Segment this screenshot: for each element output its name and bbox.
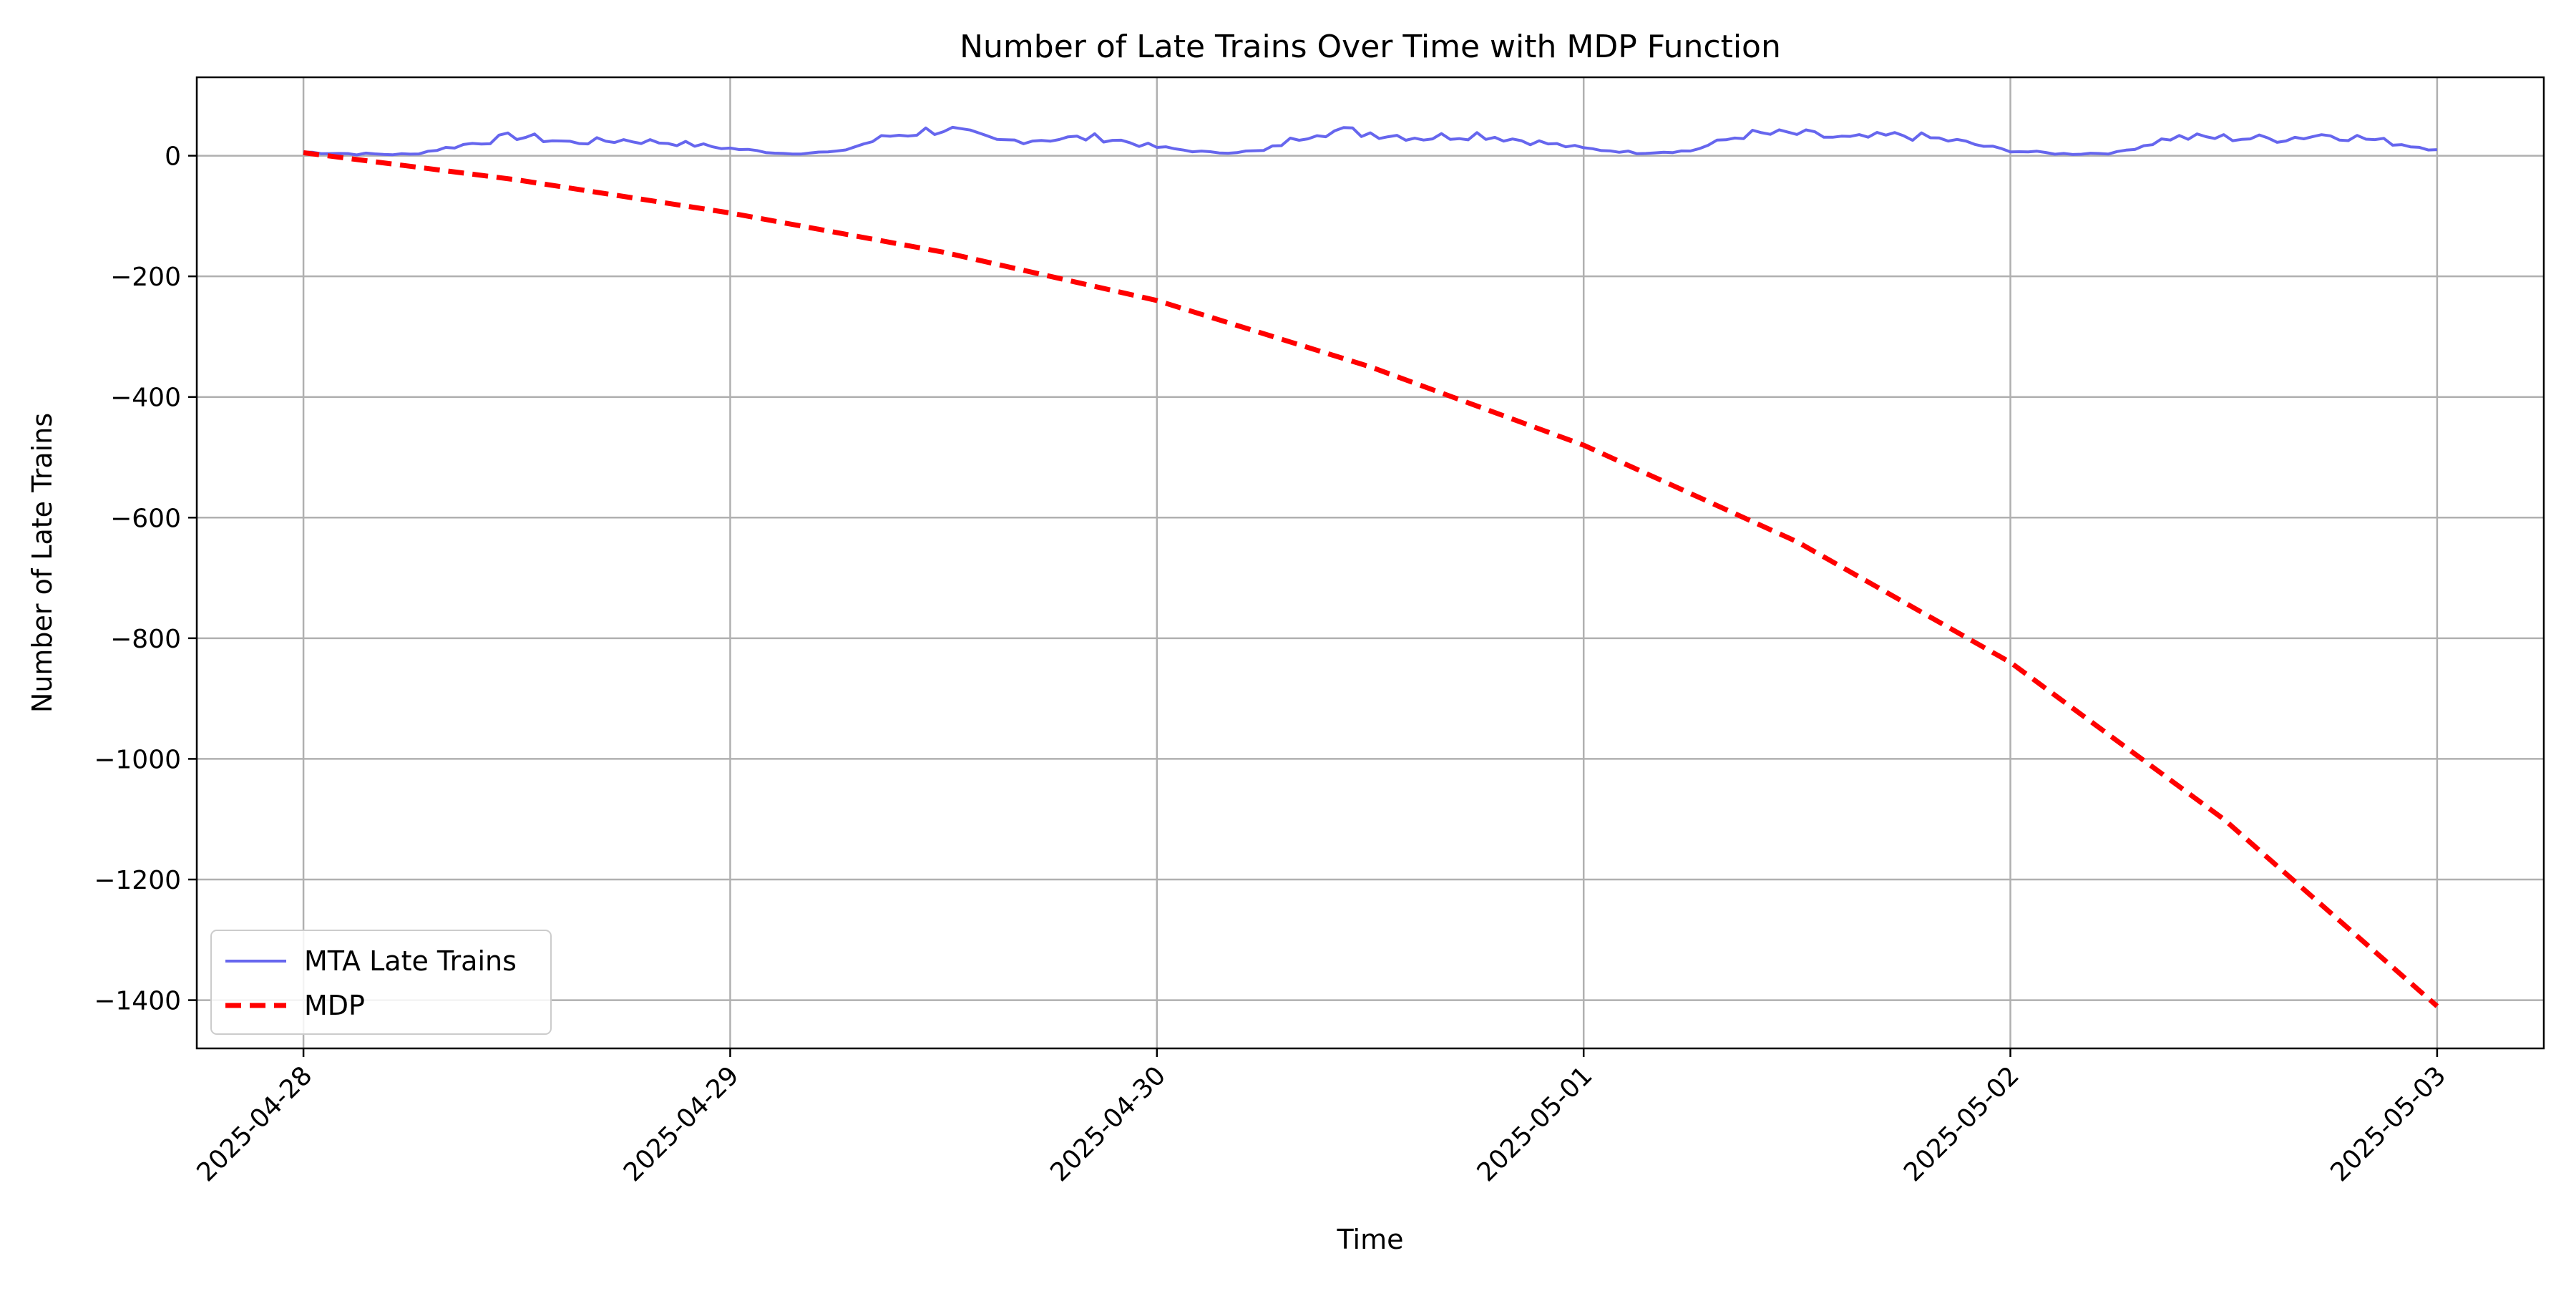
legend-label-mdp: MDP <box>304 990 365 1021</box>
chart-title: Number of Late Trains Over Time with MDP… <box>960 29 1781 65</box>
y-tick-label: 0 <box>165 142 181 172</box>
y-tick-label: −800 <box>110 625 181 654</box>
y-tick-label: −1400 <box>94 987 181 1016</box>
series-line-mdp <box>303 150 2439 1008</box>
legend: MTA Late Trains MDP <box>210 930 552 1035</box>
y-tick-label: −200 <box>110 263 181 292</box>
x-axis-title: Time <box>1337 1224 1404 1255</box>
y-axis-title: Number of Late Trains <box>26 413 58 713</box>
legend-box <box>210 930 552 1035</box>
series-line-mta-late-trains <box>303 125 2437 157</box>
legend-label-mta-late-trains: MTA Late Trains <box>304 945 517 977</box>
y-tick-label: −1200 <box>94 866 181 895</box>
series-layer <box>303 125 2439 1008</box>
y-tick-label: −400 <box>110 384 181 413</box>
plot-frame <box>195 76 2545 1050</box>
grid <box>197 77 2544 1048</box>
y-tick-label: −1000 <box>94 745 181 774</box>
y-tick-label: −600 <box>110 504 181 533</box>
